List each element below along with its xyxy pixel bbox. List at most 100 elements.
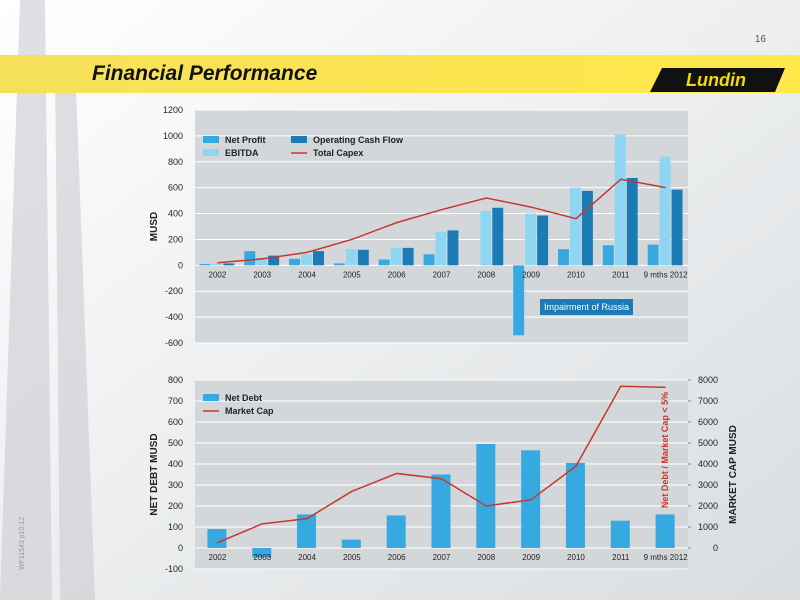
legend-label: Net Debt: [225, 393, 262, 403]
bar: [297, 514, 317, 548]
bar: [402, 247, 414, 266]
y2-tick-label: 1000: [698, 522, 718, 532]
legend-swatch: [291, 136, 307, 143]
bar: [244, 251, 256, 266]
line: [217, 178, 666, 264]
bar: [480, 210, 492, 266]
bar: [626, 177, 638, 266]
bar: [301, 254, 313, 266]
annotation: Net Debt / Market Cap < 5%: [660, 392, 670, 508]
bar: [671, 189, 683, 266]
bar: [647, 244, 659, 266]
x-tick-label: 2007: [433, 270, 451, 279]
y2-tick-label: 3000: [698, 480, 718, 490]
y-tick-label: 0: [178, 260, 183, 270]
x-tick-label: 2007: [433, 553, 451, 562]
x-tick-label: 2004: [298, 553, 316, 562]
x-tick-label: 2003: [253, 270, 271, 279]
bar: [569, 187, 581, 266]
y-tick-label: 300: [168, 480, 183, 490]
y-tick-label: 100: [168, 522, 183, 532]
bar: [223, 263, 235, 266]
bar: [655, 514, 675, 548]
document-code: WF11543 p10.12: [19, 517, 26, 570]
bar: [513, 265, 525, 336]
y2-tick-label: 8000: [698, 375, 718, 385]
bar: [313, 251, 324, 266]
bar: [435, 231, 447, 266]
line: [217, 385, 666, 544]
bar: [211, 263, 223, 266]
y2-tick-label: 2000: [698, 501, 718, 511]
bar: [602, 245, 614, 266]
slide-title: Financial Performance: [92, 62, 318, 85]
bar: [341, 539, 361, 548]
y-tick-label: 200: [168, 501, 183, 511]
y2-tick-label: 5000: [698, 438, 718, 448]
bar: [207, 529, 227, 548]
bar: [659, 156, 671, 266]
legend-label: Net Profit: [225, 135, 266, 145]
y2-tick-label: 4000: [698, 459, 718, 469]
y-tick-label: -100: [165, 564, 183, 574]
bar: [610, 520, 630, 548]
legend-swatch: [203, 149, 219, 156]
x-tick-label: 2002: [209, 553, 227, 562]
annotation-box: [540, 299, 634, 315]
bar: [390, 247, 402, 266]
page-number: 16: [755, 34, 767, 45]
legend-swatch: [203, 394, 219, 401]
bar: [537, 215, 549, 266]
x-tick-label: 2008: [477, 270, 495, 279]
x-tick-label: 9 mths 2012: [644, 270, 689, 279]
legend-label: Operating Cash Flow: [313, 135, 404, 145]
y-tick-label: 600: [168, 417, 183, 427]
y-tick-label: 600: [168, 183, 183, 193]
bar: [357, 249, 369, 266]
bar: [614, 134, 626, 266]
legend-swatch: [203, 136, 219, 143]
y2-axis-label: MARKET CAP MUSD: [728, 425, 739, 524]
y-tick-label: 1000: [163, 131, 183, 141]
y-tick-label: 700: [168, 396, 183, 406]
bar: [492, 207, 504, 266]
y-tick-label: 1200: [163, 105, 183, 115]
annotation: Impairment of Russia: [544, 302, 629, 312]
x-tick-label: 2006: [388, 553, 406, 562]
y-axis-label: NET DEBT MUSD: [149, 433, 160, 515]
y2-tick-label: 0: [713, 543, 718, 553]
x-tick-label: 2003: [253, 553, 271, 562]
bar: [581, 190, 593, 266]
y-tick-label: 800: [168, 375, 183, 385]
bar: [289, 258, 301, 266]
y-axis-label: MUSD: [149, 212, 160, 241]
x-tick-label: 2005: [343, 270, 361, 279]
y-tick-label: -600: [165, 338, 183, 348]
bar: [256, 257, 268, 266]
y2-tick-label: 7000: [698, 396, 718, 406]
x-tick-label: 9 mths 2012: [644, 553, 689, 562]
y-tick-label: 0: [178, 543, 183, 553]
bar: [447, 230, 459, 266]
y-tick-label: 500: [168, 438, 183, 448]
x-tick-label: 2010: [567, 553, 585, 562]
x-tick-label: 2010: [567, 270, 585, 279]
bar: [431, 474, 451, 548]
x-tick-label: 2002: [209, 270, 227, 279]
legend-label: Total Capex: [313, 148, 363, 158]
rig-silhouette: [0, 0, 95, 600]
y-tick-label: 200: [168, 234, 183, 244]
bar: [476, 444, 496, 548]
bar: [199, 264, 211, 266]
x-tick-label: 2011: [612, 553, 630, 562]
logo-box: [650, 68, 785, 92]
bar: [423, 254, 435, 266]
bar: [252, 548, 272, 558]
bar: [565, 462, 585, 548]
x-tick-label: 2005: [343, 553, 361, 562]
legend-label: EBITDA: [225, 148, 259, 158]
y-tick-label: -400: [165, 312, 183, 322]
logo: Lundin: [686, 70, 746, 90]
y-tick-label: 400: [168, 209, 183, 219]
